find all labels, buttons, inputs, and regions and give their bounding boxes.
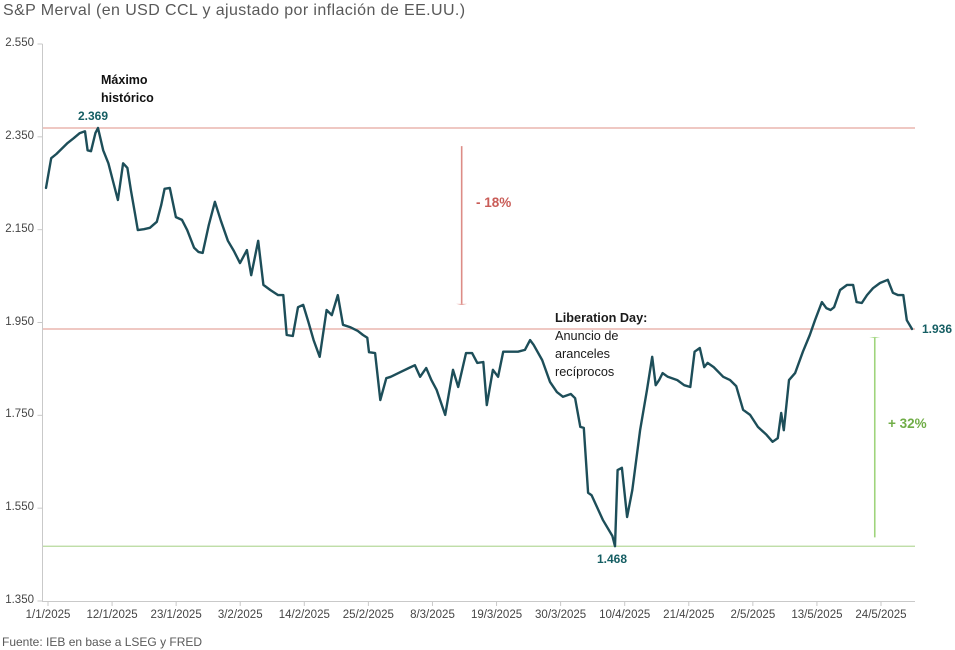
x-tick-label: 13/5/2025 xyxy=(791,609,843,621)
x-tick-label: 2/5/2025 xyxy=(730,609,776,621)
annotation-liberation-day-title: Liberation Day: xyxy=(555,311,648,325)
x-tick-label: 14/2/2025 xyxy=(278,609,330,621)
x-tick-label: 25/2/2025 xyxy=(342,609,394,621)
y-tick-label: 1.750 xyxy=(5,408,34,421)
y-tick-label: 1.950 xyxy=(5,315,34,328)
x-tick-label: 24/5/2025 xyxy=(855,609,907,621)
x-tick-label: 3/2/2025 xyxy=(217,609,263,621)
x-tick-label: 8/3/2025 xyxy=(410,609,455,621)
annotation-maximo-historico: Máximo histórico xyxy=(101,73,154,105)
annotation-min-value: 1.468 xyxy=(597,552,628,566)
y-tick-label: 1.550 xyxy=(5,501,34,514)
x-tick-label: 12/1/2025 xyxy=(86,609,138,621)
annotation-liberation-day: Liberation Day: Anuncio de aranceles rec… xyxy=(555,309,651,381)
y-tick-label: 1.350 xyxy=(5,594,34,606)
x-tick-label: 19/3/2025 xyxy=(470,609,523,621)
x-tick-label: 21/4/2025 xyxy=(663,609,715,621)
source-note: Fuente: IEB en base a LSEG y FRED xyxy=(2,635,203,649)
rebound-arrow-head xyxy=(869,336,881,338)
annotation-liberation-day-body: Anuncio de aranceles recíprocos xyxy=(555,329,619,379)
x-tick-label: 1/1/2025 xyxy=(25,609,71,621)
y-tick-label: 2.350 xyxy=(5,129,34,142)
x-tick-label: 23/1/2025 xyxy=(150,609,202,621)
drawdown-arrow-head xyxy=(456,303,468,305)
annotation-drawdown-percent: - 18% xyxy=(476,195,512,210)
annotation-last-value: 1.936 xyxy=(922,322,953,336)
annotation-max-value: 2.369 xyxy=(78,109,109,123)
x-tick-label: 30/3/2025 xyxy=(535,609,587,621)
y-tick-label: 2.550 xyxy=(5,37,34,49)
annotation-rebound-percent: + 32% xyxy=(888,416,927,431)
y-tick-label: 2.150 xyxy=(5,222,34,235)
series-line-sp-merval xyxy=(44,126,914,548)
chart-title: S&P Merval (en USD CCL y ajustado por in… xyxy=(3,2,466,19)
x-tick-label: 10/4/2025 xyxy=(599,609,651,621)
